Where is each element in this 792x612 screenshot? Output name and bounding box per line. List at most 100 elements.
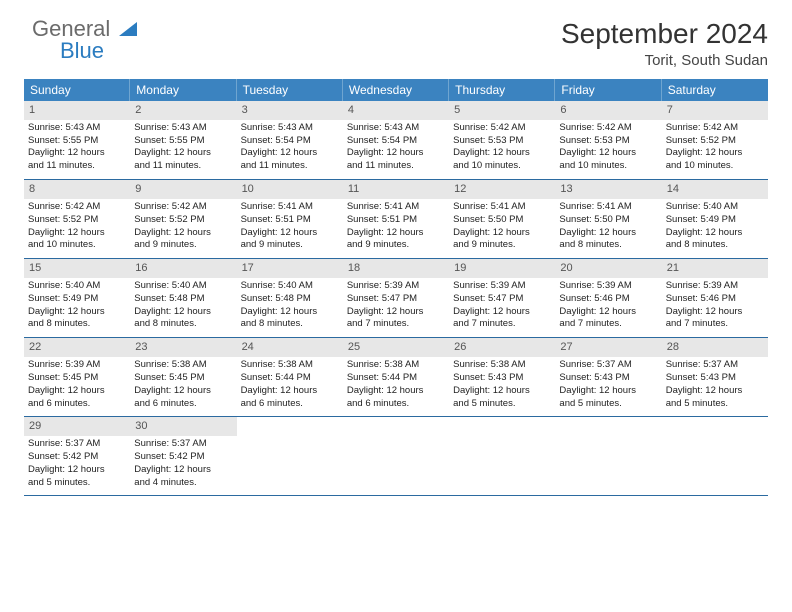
day-number: 9 <box>130 180 236 199</box>
day-number: 14 <box>662 180 768 199</box>
day-cell: 24Sunrise: 5:38 AMSunset: 5:44 PMDayligh… <box>237 338 343 416</box>
day-sunset: Sunset: 5:52 PM <box>666 135 765 148</box>
day-cell: 26Sunrise: 5:38 AMSunset: 5:43 PMDayligh… <box>449 338 555 416</box>
day-cell: 15Sunrise: 5:40 AMSunset: 5:49 PMDayligh… <box>24 259 130 337</box>
day-dl1: Daylight: 12 hours <box>453 147 552 160</box>
day-dl1: Daylight: 12 hours <box>241 385 340 398</box>
day-sunset: Sunset: 5:49 PM <box>666 214 765 227</box>
day-sunset: Sunset: 5:53 PM <box>559 135 658 148</box>
day-sunrise: Sunrise: 5:41 AM <box>559 201 658 214</box>
day-sunset: Sunset: 5:51 PM <box>241 214 340 227</box>
day-cell: 21Sunrise: 5:39 AMSunset: 5:46 PMDayligh… <box>662 259 768 337</box>
day-cell: 19Sunrise: 5:39 AMSunset: 5:47 PMDayligh… <box>449 259 555 337</box>
day-dl2: and 5 minutes. <box>28 477 127 490</box>
day-sunset: Sunset: 5:42 PM <box>134 451 233 464</box>
day-cell: 6Sunrise: 5:42 AMSunset: 5:53 PMDaylight… <box>555 101 661 179</box>
day-dl1: Daylight: 12 hours <box>134 464 233 477</box>
header: General Blue September 2024 Torit, South… <box>24 18 768 69</box>
day-cell: 1Sunrise: 5:43 AMSunset: 5:55 PMDaylight… <box>24 101 130 179</box>
empty-cell <box>449 417 555 495</box>
day-dl1: Daylight: 12 hours <box>347 147 446 160</box>
day-sunrise: Sunrise: 5:39 AM <box>347 280 446 293</box>
day-dl1: Daylight: 12 hours <box>28 227 127 240</box>
day-dl1: Daylight: 12 hours <box>28 306 127 319</box>
day-cell: 2Sunrise: 5:43 AMSunset: 5:55 PMDaylight… <box>130 101 236 179</box>
day-cell: 11Sunrise: 5:41 AMSunset: 5:51 PMDayligh… <box>343 180 449 258</box>
day-sunrise: Sunrise: 5:39 AM <box>559 280 658 293</box>
day-number: 11 <box>343 180 449 199</box>
day-sunrise: Sunrise: 5:42 AM <box>559 122 658 135</box>
day-cell: 8Sunrise: 5:42 AMSunset: 5:52 PMDaylight… <box>24 180 130 258</box>
day-sunrise: Sunrise: 5:37 AM <box>134 438 233 451</box>
day-number: 1 <box>24 101 130 120</box>
day-dl2: and 5 minutes. <box>559 398 658 411</box>
day-sunrise: Sunrise: 5:40 AM <box>666 201 765 214</box>
day-dl2: and 7 minutes. <box>666 318 765 331</box>
day-sunset: Sunset: 5:46 PM <box>559 293 658 306</box>
day-sunrise: Sunrise: 5:42 AM <box>453 122 552 135</box>
empty-cell <box>343 417 449 495</box>
weekday-header: Friday <box>555 79 661 101</box>
day-dl2: and 9 minutes. <box>134 239 233 252</box>
day-number: 22 <box>24 338 130 357</box>
day-sunrise: Sunrise: 5:37 AM <box>666 359 765 372</box>
week-row: 22Sunrise: 5:39 AMSunset: 5:45 PMDayligh… <box>24 338 768 417</box>
day-sunrise: Sunrise: 5:38 AM <box>134 359 233 372</box>
empty-cell <box>662 417 768 495</box>
day-dl1: Daylight: 12 hours <box>453 306 552 319</box>
day-number: 24 <box>237 338 343 357</box>
day-sunset: Sunset: 5:54 PM <box>241 135 340 148</box>
day-sunset: Sunset: 5:43 PM <box>666 372 765 385</box>
day-sunrise: Sunrise: 5:38 AM <box>453 359 552 372</box>
day-number: 15 <box>24 259 130 278</box>
day-dl2: and 4 minutes. <box>134 477 233 490</box>
day-sunrise: Sunrise: 5:42 AM <box>28 201 127 214</box>
day-cell: 30Sunrise: 5:37 AMSunset: 5:42 PMDayligh… <box>130 417 236 495</box>
day-dl1: Daylight: 12 hours <box>241 227 340 240</box>
day-sunset: Sunset: 5:43 PM <box>559 372 658 385</box>
day-dl2: and 10 minutes. <box>28 239 127 252</box>
day-sunrise: Sunrise: 5:39 AM <box>453 280 552 293</box>
location-text: Torit, South Sudan <box>561 52 768 69</box>
day-sunrise: Sunrise: 5:42 AM <box>666 122 765 135</box>
day-sunrise: Sunrise: 5:37 AM <box>28 438 127 451</box>
day-dl1: Daylight: 12 hours <box>347 227 446 240</box>
day-sunset: Sunset: 5:50 PM <box>453 214 552 227</box>
weekday-header: Wednesday <box>343 79 449 101</box>
day-dl2: and 10 minutes. <box>453 160 552 173</box>
day-sunset: Sunset: 5:44 PM <box>347 372 446 385</box>
day-cell: 28Sunrise: 5:37 AMSunset: 5:43 PMDayligh… <box>662 338 768 416</box>
day-cell: 18Sunrise: 5:39 AMSunset: 5:47 PMDayligh… <box>343 259 449 337</box>
day-cell: 29 Sunrise: 5:37 AMSunset: 5:42 PMDayligh… <box>24 417 130 495</box>
day-number: 13 <box>555 180 661 199</box>
day-number: 6 <box>555 101 661 120</box>
weekday-header: Sunday <box>24 79 130 101</box>
day-number: 23 <box>130 338 236 357</box>
day-dl2: and 8 minutes. <box>666 239 765 252</box>
day-dl1: Daylight: 12 hours <box>134 306 233 319</box>
day-number: 29 <box>24 417 130 436</box>
day-number: 20 <box>555 259 661 278</box>
day-dl1: Daylight: 12 hours <box>28 147 127 160</box>
day-number: 7 <box>662 101 768 120</box>
day-sunset: Sunset: 5:42 PM <box>28 451 127 464</box>
day-sunrise: Sunrise: 5:40 AM <box>28 280 127 293</box>
day-sunset: Sunset: 5:47 PM <box>453 293 552 306</box>
day-sunrise: Sunrise: 5:41 AM <box>241 201 340 214</box>
day-dl2: and 11 minutes. <box>28 160 127 173</box>
day-sunset: Sunset: 5:52 PM <box>28 214 127 227</box>
day-sunrise: Sunrise: 5:38 AM <box>241 359 340 372</box>
day-number: 10 <box>237 180 343 199</box>
day-dl2: and 8 minutes. <box>241 318 340 331</box>
day-cell: 5Sunrise: 5:42 AMSunset: 5:53 PMDaylight… <box>449 101 555 179</box>
title-block: September 2024 Torit, South Sudan <box>561 18 768 69</box>
day-number: 4 <box>343 101 449 120</box>
day-number: 26 <box>449 338 555 357</box>
day-cell: 27Sunrise: 5:37 AMSunset: 5:43 PMDayligh… <box>555 338 661 416</box>
brand-logo: General Blue <box>24 18 137 62</box>
day-cell: 3Sunrise: 5:43 AMSunset: 5:54 PMDaylight… <box>237 101 343 179</box>
day-dl2: and 8 minutes. <box>134 318 233 331</box>
day-dl2: and 7 minutes. <box>453 318 552 331</box>
day-dl2: and 11 minutes. <box>134 160 233 173</box>
day-dl1: Daylight: 12 hours <box>28 464 127 477</box>
